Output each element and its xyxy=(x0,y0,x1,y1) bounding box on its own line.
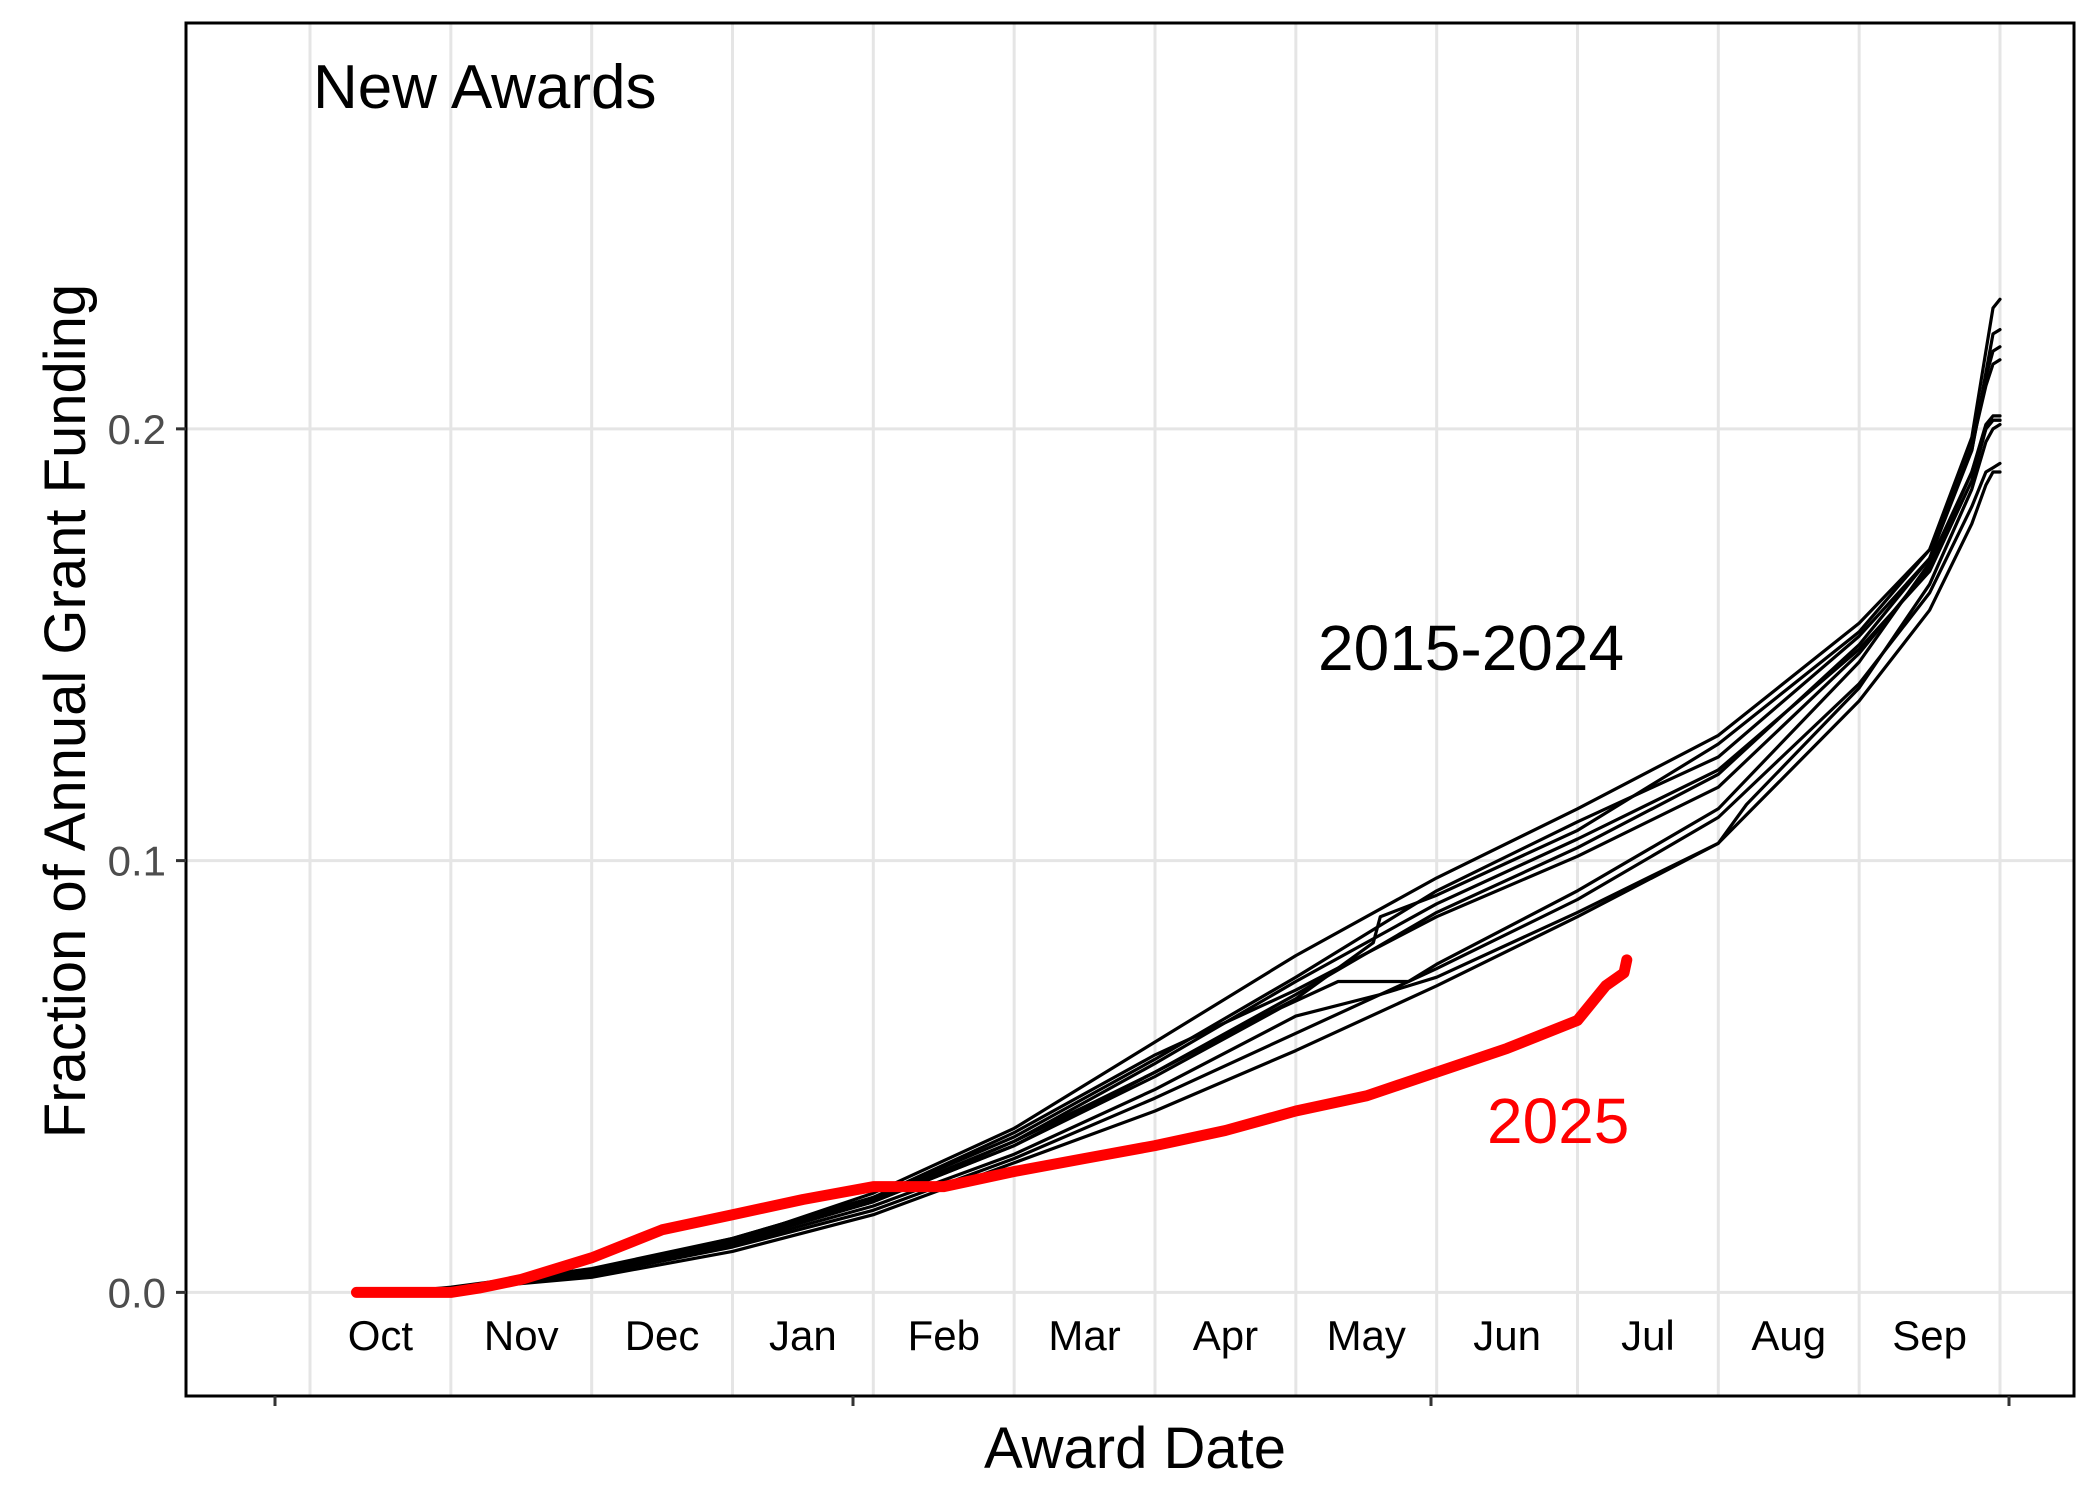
series-line-historical-2 xyxy=(392,328,2002,1294)
series-line-historical-5 xyxy=(392,414,2002,1294)
month-label-mar: Mar xyxy=(1048,1312,1120,1359)
month-label-jul: Jul xyxy=(1621,1312,1675,1359)
y-tick-label: 0.0 xyxy=(108,1269,166,1316)
series-line-historical-10 xyxy=(392,470,2002,1294)
grid xyxy=(186,23,2074,1396)
y-tick-label: 0.1 xyxy=(108,838,166,885)
series-line-historical-3 xyxy=(392,345,2002,1294)
series-line-historical-7 xyxy=(392,422,2002,1294)
panel-border xyxy=(184,21,2076,1398)
annotation-2025: 2025 xyxy=(1487,1085,1629,1157)
month-label-apr: Apr xyxy=(1193,1312,1258,1359)
y-axis-title: Fraction of Annual Grant Funding xyxy=(33,284,98,1138)
series-lines xyxy=(351,297,2002,1298)
month-label-jun: Jun xyxy=(1473,1312,1541,1359)
annotation-2015-2024: 2015-2024 xyxy=(1318,612,1624,684)
month-label-feb: Feb xyxy=(908,1312,980,1359)
series-line-historical-8 xyxy=(392,418,2002,1294)
series-line-historical-1 xyxy=(392,297,2002,1294)
month-label-jan: Jan xyxy=(769,1312,837,1359)
month-label-sep: Sep xyxy=(1892,1312,1967,1359)
x-axis-title: Award Date xyxy=(984,1416,1286,1481)
month-label-oct: Oct xyxy=(348,1312,414,1359)
x-axis-ticks xyxy=(273,1396,2011,1406)
series-line-historical-4 xyxy=(392,358,2002,1294)
series-line-historical-6 xyxy=(392,418,2002,1294)
month-label-aug: Aug xyxy=(1751,1312,1826,1359)
month-labels: Oct Nov Dec Jan Feb Mar Apr May Jun Jul Aug Sep xyxy=(348,1312,1967,1359)
month-label-may: May xyxy=(1327,1312,1406,1359)
month-label-nov: Nov xyxy=(484,1312,559,1359)
y-axis: 0.0 0.1 0.2 xyxy=(108,406,186,1316)
y-tick-label: 0.2 xyxy=(108,406,166,453)
panel-title: New Awards xyxy=(313,53,656,122)
month-label-dec: Dec xyxy=(625,1312,700,1359)
series-line-historical-9 xyxy=(392,461,2002,1294)
series-line-2025 xyxy=(351,954,1633,1298)
